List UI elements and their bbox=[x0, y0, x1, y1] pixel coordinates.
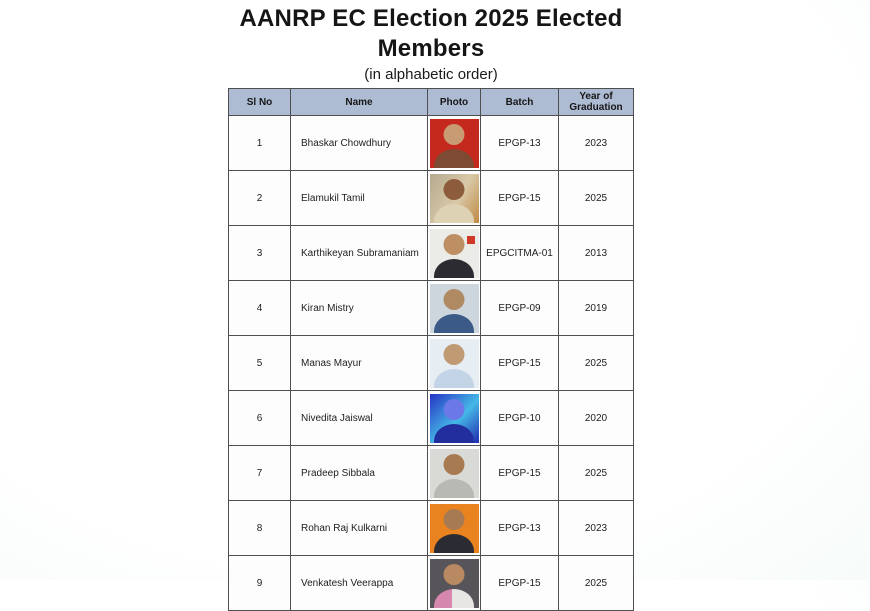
cell-photo bbox=[427, 335, 481, 391]
photo-torso-shape bbox=[434, 203, 474, 223]
cell-year: 2023 bbox=[558, 500, 634, 556]
cell-photo bbox=[427, 390, 481, 446]
photo-torso-shape bbox=[434, 313, 474, 333]
table-row: 5 Manas Mayur EPGP-15 2025 bbox=[228, 335, 634, 391]
photo-head-shape bbox=[443, 508, 465, 530]
photo-torso-shape bbox=[434, 533, 474, 553]
elected-members-table: Sl No Name Photo Batch Year of Graduatio… bbox=[228, 88, 634, 611]
cell-year: 2023 bbox=[558, 115, 634, 171]
photo-head-shape bbox=[443, 233, 465, 255]
photo-torso-shape bbox=[434, 258, 474, 278]
cell-photo bbox=[427, 555, 481, 611]
cell-sl-no: 5 bbox=[228, 335, 291, 391]
photo-head-shape bbox=[443, 123, 465, 145]
family-photo-studio bbox=[429, 558, 479, 608]
cell-sl-no: 4 bbox=[228, 280, 291, 336]
table-body: 1 Bhaskar Chowdhury EPGP-13 2023 2 Elamu… bbox=[228, 115, 634, 611]
table-row: 4 Kiran Mistry EPGP-09 2019 bbox=[228, 280, 634, 336]
cell-sl-no: 3 bbox=[228, 225, 291, 281]
photo-head-shape bbox=[443, 178, 465, 200]
page-title-line2: Members bbox=[377, 35, 485, 62]
cell-batch: EPGP-15 bbox=[480, 555, 559, 611]
photo-torso-shape bbox=[434, 588, 474, 608]
page-subtitle: (in alphabetic order) bbox=[364, 66, 498, 83]
cell-name: Rohan Raj Kulkarni bbox=[290, 500, 428, 556]
cell-photo bbox=[427, 445, 481, 501]
cell-batch: EPGP-13 bbox=[480, 500, 559, 556]
photo-head-shape bbox=[443, 288, 465, 310]
photo-torso-shape bbox=[434, 423, 474, 443]
portrait-blue-tinted bbox=[429, 393, 479, 443]
photo-torso-shape bbox=[434, 148, 474, 168]
column-header-photo: Photo bbox=[427, 88, 481, 116]
cell-batch: EPGP-10 bbox=[480, 390, 559, 446]
cell-photo bbox=[427, 280, 481, 336]
cell-sl-no: 7 bbox=[228, 445, 291, 501]
cell-batch: EPGP-15 bbox=[480, 335, 559, 391]
cell-sl-no: 2 bbox=[228, 170, 291, 226]
cell-name: Manas Mayur bbox=[290, 335, 428, 391]
cell-photo bbox=[427, 170, 481, 226]
cell-sl-no: 1 bbox=[228, 115, 291, 171]
portrait-seated-indoor bbox=[429, 173, 479, 223]
cell-year: 2020 bbox=[558, 390, 634, 446]
cell-photo bbox=[427, 115, 481, 171]
cell-year: 2025 bbox=[558, 335, 634, 391]
column-header-name: Name bbox=[290, 88, 428, 116]
column-header-sl-no: Sl No bbox=[228, 88, 291, 116]
table-row: 6 Nivedita Jaiswal EPGP-10 2020 bbox=[228, 390, 634, 446]
cell-batch: EPGP-15 bbox=[480, 170, 559, 226]
document-page: AANRP EC Election 2025 Elected Members (… bbox=[227, 0, 635, 611]
photo-head-shape bbox=[443, 563, 465, 585]
table-row: 8 Rohan Raj Kulkarni EPGP-13 2023 bbox=[228, 500, 634, 556]
cell-sl-no: 6 bbox=[228, 390, 291, 446]
cell-batch: EPGP-13 bbox=[480, 115, 559, 171]
cell-name: Venkatesh Veerappa bbox=[290, 555, 428, 611]
table-row: 2 Elamukil Tamil EPGP-15 2025 bbox=[228, 170, 634, 226]
photo-torso-shape bbox=[434, 478, 474, 498]
portrait-orange-background bbox=[429, 503, 479, 553]
cell-name: Bhaskar Chowdhury bbox=[290, 115, 428, 171]
cell-photo bbox=[427, 225, 481, 281]
cell-year: 2013 bbox=[558, 225, 634, 281]
column-header-year-of-graduation: Year of Graduation bbox=[558, 88, 634, 116]
portrait-passport-style bbox=[429, 338, 479, 388]
portrait-red-background bbox=[429, 118, 479, 168]
cell-name: Pradeep Sibbala bbox=[290, 445, 428, 501]
photo-head-shape bbox=[443, 453, 465, 475]
portrait-bearded-gray-shirt bbox=[429, 448, 479, 498]
cell-year: 2019 bbox=[558, 280, 634, 336]
table-row: 9 Venkatesh Veerappa EPGP-15 2025 bbox=[228, 555, 634, 611]
cell-name: Kiran Mistry bbox=[290, 280, 428, 336]
cell-name: Nivedita Jaiswal bbox=[290, 390, 428, 446]
photo-head-shape bbox=[443, 398, 465, 420]
table-header-row: Sl No Name Photo Batch Year of Graduatio… bbox=[228, 88, 634, 116]
cell-name: Elamukil Tamil bbox=[290, 170, 428, 226]
page-title-line1: AANRP EC Election 2025 Elected bbox=[239, 5, 623, 32]
cell-sl-no: 8 bbox=[228, 500, 291, 556]
photo-torso-shape bbox=[434, 368, 474, 388]
photo-accent-shape bbox=[466, 235, 475, 244]
table-row: 1 Bhaskar Chowdhury EPGP-13 2023 bbox=[228, 115, 634, 171]
cell-name: Karthikeyan Subramaniam bbox=[290, 225, 428, 281]
cell-year: 2025 bbox=[558, 445, 634, 501]
column-header-batch: Batch bbox=[480, 88, 559, 116]
cell-photo bbox=[427, 500, 481, 556]
cell-year: 2025 bbox=[558, 170, 634, 226]
cell-batch: EPGP-15 bbox=[480, 445, 559, 501]
cell-year: 2025 bbox=[558, 555, 634, 611]
cell-sl-no: 9 bbox=[228, 555, 291, 611]
portrait-dark-suit-office bbox=[429, 228, 479, 278]
portrait-blue-suit bbox=[429, 283, 479, 333]
cell-batch: EPGP-09 bbox=[480, 280, 559, 336]
photo-head-shape bbox=[443, 343, 465, 365]
table-row: 7 Pradeep Sibbala EPGP-15 2025 bbox=[228, 445, 634, 501]
cell-batch: EPGCITMA-01 bbox=[480, 225, 559, 281]
table-row: 3 Karthikeyan Subramaniam EPGCITMA-01 20… bbox=[228, 225, 634, 281]
